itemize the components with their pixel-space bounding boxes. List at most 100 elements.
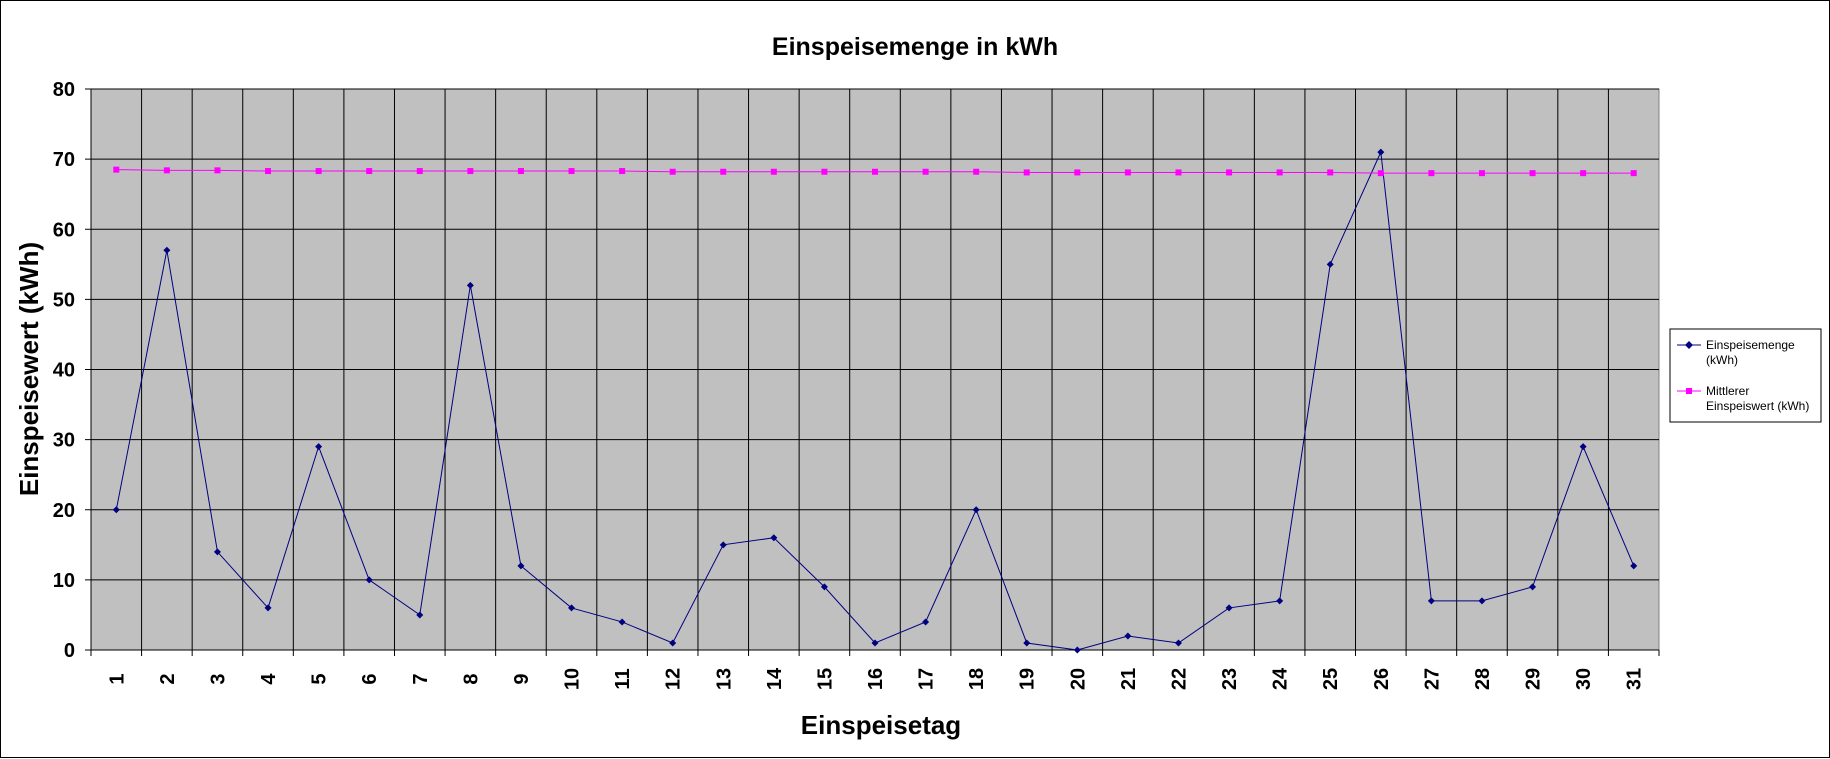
x-tick-label: 26	[1371, 668, 1393, 690]
data-point-einspeisemenge	[315, 443, 323, 451]
data-point-mittlerer	[1580, 170, 1587, 177]
x-tick-label: 1	[106, 673, 128, 684]
data-point-einspeisemenge	[416, 611, 424, 619]
x-tick-label: 8	[460, 673, 482, 684]
x-tick-labels: 1 2 3 4 5 6 7 8 9 10 11 12 13 14 15 16 17 18 19 20 21 22 23 24 2…	[106, 667, 1645, 690]
x-tick-label: 6	[359, 673, 381, 684]
y-tick-label: 40	[53, 360, 75, 382]
legend: Einspeisemenge (kWh) Mittlerer Einspeisw…	[1669, 328, 1822, 423]
legend-marker-mittlerer	[1686, 388, 1692, 394]
y-tick-label: 30	[53, 430, 75, 452]
x-tick-label: 18	[966, 668, 988, 690]
data-point-einspeisemenge	[1124, 632, 1132, 640]
data-point-mittlerer	[1478, 170, 1485, 177]
x-tick-label: 14	[764, 667, 786, 690]
data-point-einspeisemenge	[820, 583, 828, 591]
data-point-mittlerer	[1175, 169, 1182, 176]
data-point-mittlerer	[315, 168, 322, 175]
y-axis-title: Einspeisewert (kWh)	[14, 242, 44, 496]
x-tick-label: 24	[1270, 667, 1292, 690]
y-tick-label: 50	[53, 289, 75, 311]
data-point-mittlerer	[973, 168, 980, 175]
data-point-einspeisemenge	[264, 604, 272, 612]
data-point-einspeisemenge	[1630, 562, 1638, 570]
data-point-mittlerer	[366, 168, 373, 175]
x-tick-label: 20	[1067, 668, 1089, 690]
data-point-mittlerer	[1630, 170, 1637, 177]
data-point-mittlerer	[720, 168, 727, 175]
data-point-einspeisemenge	[1377, 148, 1385, 156]
chart-title: Einspeisemenge in kWh	[772, 33, 1058, 61]
data-point-mittlerer	[1377, 170, 1384, 177]
data-point-einspeisemenge	[719, 541, 727, 549]
data-point-einspeisemenge	[972, 506, 980, 514]
legend-label-einspeisemenge-line1: Einspeisemenge	[1706, 338, 1795, 352]
axes	[85, 88, 1660, 656]
x-tick-label: 11	[612, 668, 634, 689]
y-tick-label: 60	[53, 219, 75, 241]
x-tick-label: 25	[1320, 668, 1342, 690]
data-point-einspeisemenge	[1276, 597, 1284, 605]
gridlines	[91, 88, 1659, 650]
data-point-mittlerer	[821, 168, 828, 175]
data-point-einspeisemenge	[669, 639, 677, 647]
data-point-mittlerer	[619, 168, 626, 175]
x-tick-label: 27	[1421, 668, 1443, 690]
data-point-einspeisemenge	[1023, 639, 1031, 647]
data-point-mittlerer	[265, 168, 272, 175]
x-tick-label: 10	[562, 668, 584, 690]
y-tick-label: 80	[53, 79, 75, 101]
data-point-einspeisemenge	[1073, 646, 1081, 654]
y-tick-label: 10	[53, 570, 75, 592]
data-point-mittlerer	[1124, 169, 1131, 176]
x-tick-label: 29	[1523, 668, 1545, 690]
data-point-einspeisemenge	[1478, 597, 1486, 605]
legend-label-mittlerer-line2: Einspeiswert (kWh)	[1706, 399, 1809, 413]
data-point-mittlerer	[1226, 169, 1233, 176]
data-point-einspeisemenge	[1225, 604, 1233, 612]
x-tick-label: 30	[1573, 668, 1595, 690]
x-tick-label: 21	[1118, 668, 1140, 690]
y-tick-label: 70	[53, 149, 75, 171]
data-point-mittlerer	[568, 168, 575, 175]
data-point-mittlerer	[872, 168, 878, 175]
data-point-mittlerer	[214, 167, 221, 174]
x-tick-label: 23	[1219, 668, 1241, 690]
x-tick-label: 3	[207, 673, 229, 684]
y-tick-label: 20	[53, 500, 75, 522]
data-point-einspeisemenge	[112, 506, 120, 514]
data-point-einspeisemenge	[618, 618, 626, 626]
data-point-mittlerer	[1529, 170, 1536, 177]
data-point-einspeisemenge	[466, 281, 474, 289]
data-point-mittlerer	[416, 168, 423, 175]
data-point-einspeisemenge	[213, 548, 221, 556]
data-point-mittlerer	[770, 168, 777, 175]
data-point-mittlerer	[1074, 169, 1081, 176]
x-tick-label: 31	[1624, 668, 1646, 690]
legend-label-einspeisemenge-line2: (kWh)	[1706, 353, 1738, 367]
x-tick-label: 28	[1472, 668, 1494, 690]
data-point-mittlerer	[1327, 169, 1334, 176]
data-point-einspeisemenge	[1326, 260, 1334, 268]
data-point-mittlerer	[1428, 170, 1435, 177]
x-tick-label: 13	[713, 668, 735, 690]
x-tick-label: 9	[511, 673, 533, 684]
legend-marker-einspeisemenge	[1685, 341, 1693, 349]
data-point-einspeisemenge	[770, 534, 778, 542]
series-layer	[112, 148, 1638, 654]
data-point-einspeisemenge	[922, 618, 930, 626]
data-point-einspeisemenge	[1529, 583, 1537, 591]
data-point-einspeisemenge	[163, 246, 171, 254]
x-axis-title: Einspeisetag	[801, 710, 961, 740]
x-tick-label: 22	[1168, 668, 1190, 690]
x-tick-label: 7	[410, 673, 432, 684]
x-tick-label: 19	[1017, 668, 1039, 690]
data-point-mittlerer	[517, 168, 524, 175]
data-point-einspeisemenge	[365, 576, 373, 584]
data-point-mittlerer	[669, 168, 676, 175]
data-point-mittlerer	[922, 168, 929, 175]
data-point-mittlerer	[113, 166, 120, 173]
data-point-einspeisemenge	[1174, 639, 1182, 647]
data-point-einspeisemenge	[568, 604, 576, 612]
